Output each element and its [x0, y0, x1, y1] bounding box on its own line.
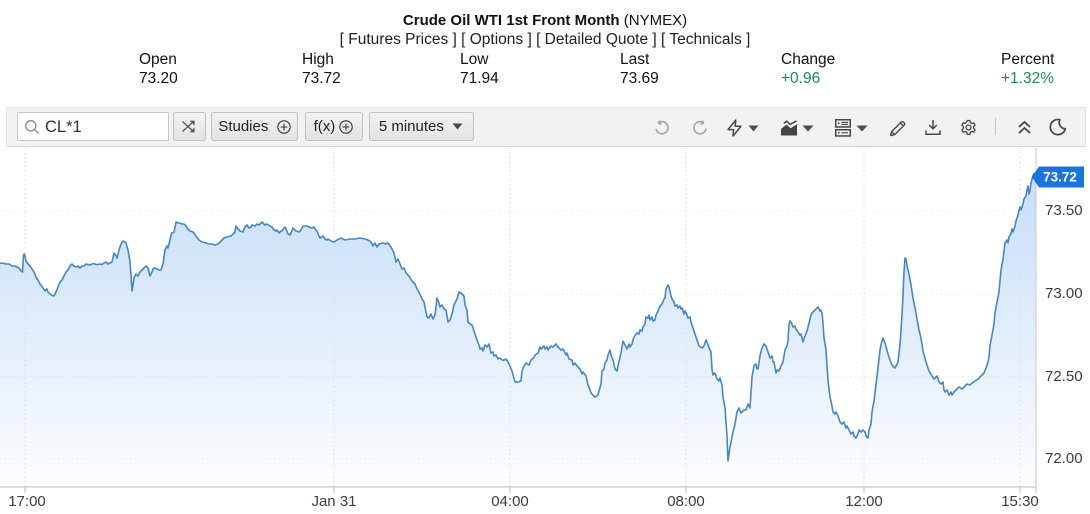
- svg-text:73.72: 73.72: [1043, 170, 1077, 185]
